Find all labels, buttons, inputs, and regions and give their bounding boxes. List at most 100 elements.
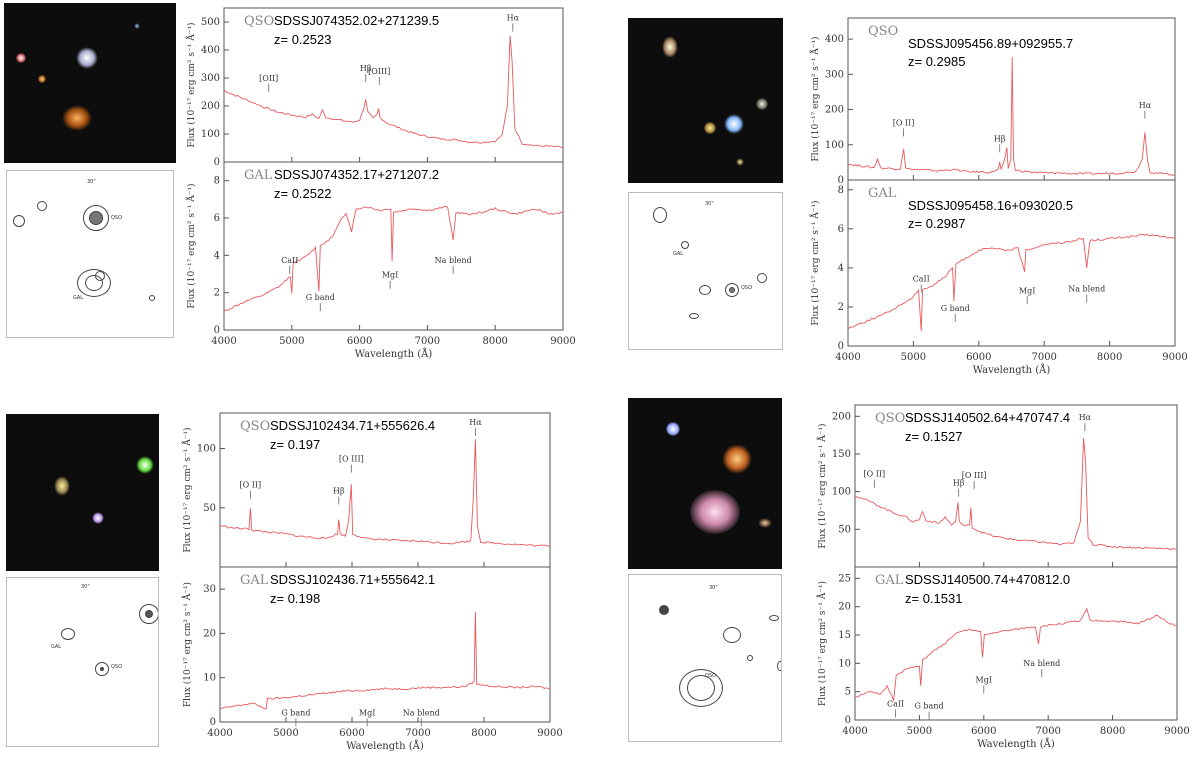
x-tick-label: 7000	[415, 336, 440, 347]
panel-frame	[223, 161, 564, 331]
y-tick-label: 0	[210, 717, 216, 728]
y-tick-label: 0	[845, 715, 851, 726]
x-tick-label: 7000	[405, 728, 430, 739]
y-tick-label: 25	[838, 573, 851, 584]
sky-image-1	[4, 3, 176, 163]
finder-scale-label: 30"	[87, 179, 96, 185]
y-axis-label: Flux (10⁻¹⁷ erg cm² s⁻¹ Å⁻¹)	[816, 423, 828, 548]
x-tick-label: 8000	[1100, 726, 1125, 737]
x-tick-label: 9000	[1162, 352, 1187, 363]
line-annotation: [O II]	[893, 118, 915, 127]
x-tick-label: 5000	[907, 726, 932, 737]
sky-image-2	[628, 18, 783, 183]
qso-spectrum-line	[223, 35, 563, 148]
sky-image-3	[6, 414, 159, 571]
object-type-tag: QSO	[240, 419, 270, 434]
y-axis-label: Flux (10⁻¹⁷ erg cm² s⁻¹ Å⁻¹)	[181, 427, 193, 552]
redshift-label: z= 0.1527	[905, 429, 962, 444]
line-annotation: Hα	[1079, 413, 1092, 422]
x-tick-label: 6000	[339, 728, 364, 739]
y-axis-label: Flux (10⁻¹⁷ erg cm² s⁻¹ Å⁻¹)	[185, 22, 197, 147]
x-tick-label: 4000	[835, 352, 860, 363]
x-tick-label: 7000	[1031, 352, 1056, 363]
x-tick-label: 9000	[537, 728, 562, 739]
object-name: SDSSJ095458.16+093020.5	[908, 198, 1073, 213]
y-tick-label: 0	[838, 341, 844, 352]
object-name: SDSSJ074352.17+271207.2	[274, 167, 439, 182]
y-tick-label: 150	[832, 449, 851, 460]
line-annotation: [O III]	[962, 471, 987, 480]
finder-qso-label: QSO	[111, 215, 123, 221]
line-annotation: CaII	[887, 699, 904, 708]
y-tick-label: 4	[838, 263, 844, 274]
y-tick-label: 5	[845, 687, 851, 698]
y-tick-label: 100	[825, 140, 844, 151]
finder-scale-label: 30"	[81, 584, 90, 590]
finder-chart-3: 30" QSO GAL	[6, 577, 159, 747]
y-tick-label: 100	[832, 487, 851, 498]
line-annotation: Na blend	[1023, 659, 1060, 668]
line-annotation: Hα	[1139, 101, 1152, 110]
y-tick-label: 2	[214, 288, 220, 299]
x-tick-label: 8000	[471, 728, 496, 739]
y-axis-label: Flux (10⁻¹⁷ erg cm² s⁻¹ Å⁻¹)	[816, 581, 828, 706]
object-name: SDSSJ140500.74+470812.0	[905, 572, 1070, 587]
finder-qso-label: QSO	[705, 673, 717, 679]
y-tick-label: 4	[214, 250, 220, 261]
object-name: SDSSJ140502.64+470747.4	[905, 410, 1070, 425]
y-axis-label: Flux (10⁻¹⁷ erg cm² s⁻¹ Å⁻¹)	[181, 582, 193, 707]
x-tick-label: 8000	[482, 336, 507, 347]
y-tick-label: 20	[203, 628, 216, 639]
redshift-label: z= 0.2985	[908, 54, 965, 69]
x-axis-label: Wavelength (Å)	[355, 348, 433, 360]
x-tick-label: 8000	[1097, 352, 1122, 363]
object-type-tag: QSO	[875, 411, 905, 426]
redshift-label: z= 0.2522	[274, 186, 331, 201]
finder-gal-label: GAL	[51, 644, 62, 650]
finder-qso-label: QSO	[741, 285, 753, 291]
line-annotation: Na blend	[403, 708, 440, 717]
redshift-label: z= 0.198	[270, 591, 320, 606]
line-annotation: G band	[915, 702, 944, 711]
line-annotation: MgI	[976, 676, 992, 685]
y-tick-label: 200	[825, 105, 844, 116]
object-name: SDSSJ095456.89+092955.7	[908, 36, 1073, 51]
x-tick-label: 6000	[966, 352, 991, 363]
line-annotation: [O III]	[339, 455, 364, 464]
y-tick-label: 8	[838, 185, 844, 196]
y-tick-label: 400	[825, 34, 844, 45]
line-annotation: Hβ	[994, 134, 1006, 143]
y-tick-label: 15	[838, 630, 851, 641]
line-annotation: G band	[306, 293, 335, 302]
line-annotation: [O II]	[863, 470, 885, 479]
finder-qso-label: QSO	[111, 664, 123, 670]
gal-spectrum-line	[219, 612, 551, 710]
line-annotation: Hα	[469, 418, 482, 427]
y-tick-label: 10	[838, 658, 851, 669]
y-tick-label: 8	[214, 176, 220, 187]
object-type-tag: GAL	[244, 168, 273, 183]
gal-spectrum-line	[223, 205, 564, 312]
x-tick-label: 6000	[347, 336, 372, 347]
y-tick-label: 0	[214, 157, 220, 168]
line-annotation: Hβ	[360, 64, 372, 73]
y-tick-label: 20	[838, 602, 851, 613]
qso-spectrum-line	[847, 56, 1176, 176]
x-tick-label: 5000	[273, 728, 298, 739]
y-tick-label: 0	[214, 325, 220, 336]
line-annotation: MgI	[1019, 286, 1035, 295]
line-annotation: Na blend	[1068, 284, 1105, 293]
redshift-label: z= 0.2987	[908, 216, 965, 231]
object-name: SDSSJ102436.71+555642.1	[270, 572, 435, 587]
x-tick-label: 9000	[1164, 726, 1189, 737]
y-tick-label: 400	[201, 45, 220, 56]
y-tick-label: 6	[838, 224, 844, 235]
finder-scale-label: 30"	[705, 201, 714, 207]
qso-spectrum-line	[854, 438, 1178, 551]
y-tick-label: 10	[203, 673, 216, 684]
panel-frame	[847, 179, 1176, 347]
y-tick-label: 100	[201, 129, 220, 140]
y-tick-label: 200	[201, 101, 220, 112]
line-annotation: G band	[281, 708, 310, 717]
